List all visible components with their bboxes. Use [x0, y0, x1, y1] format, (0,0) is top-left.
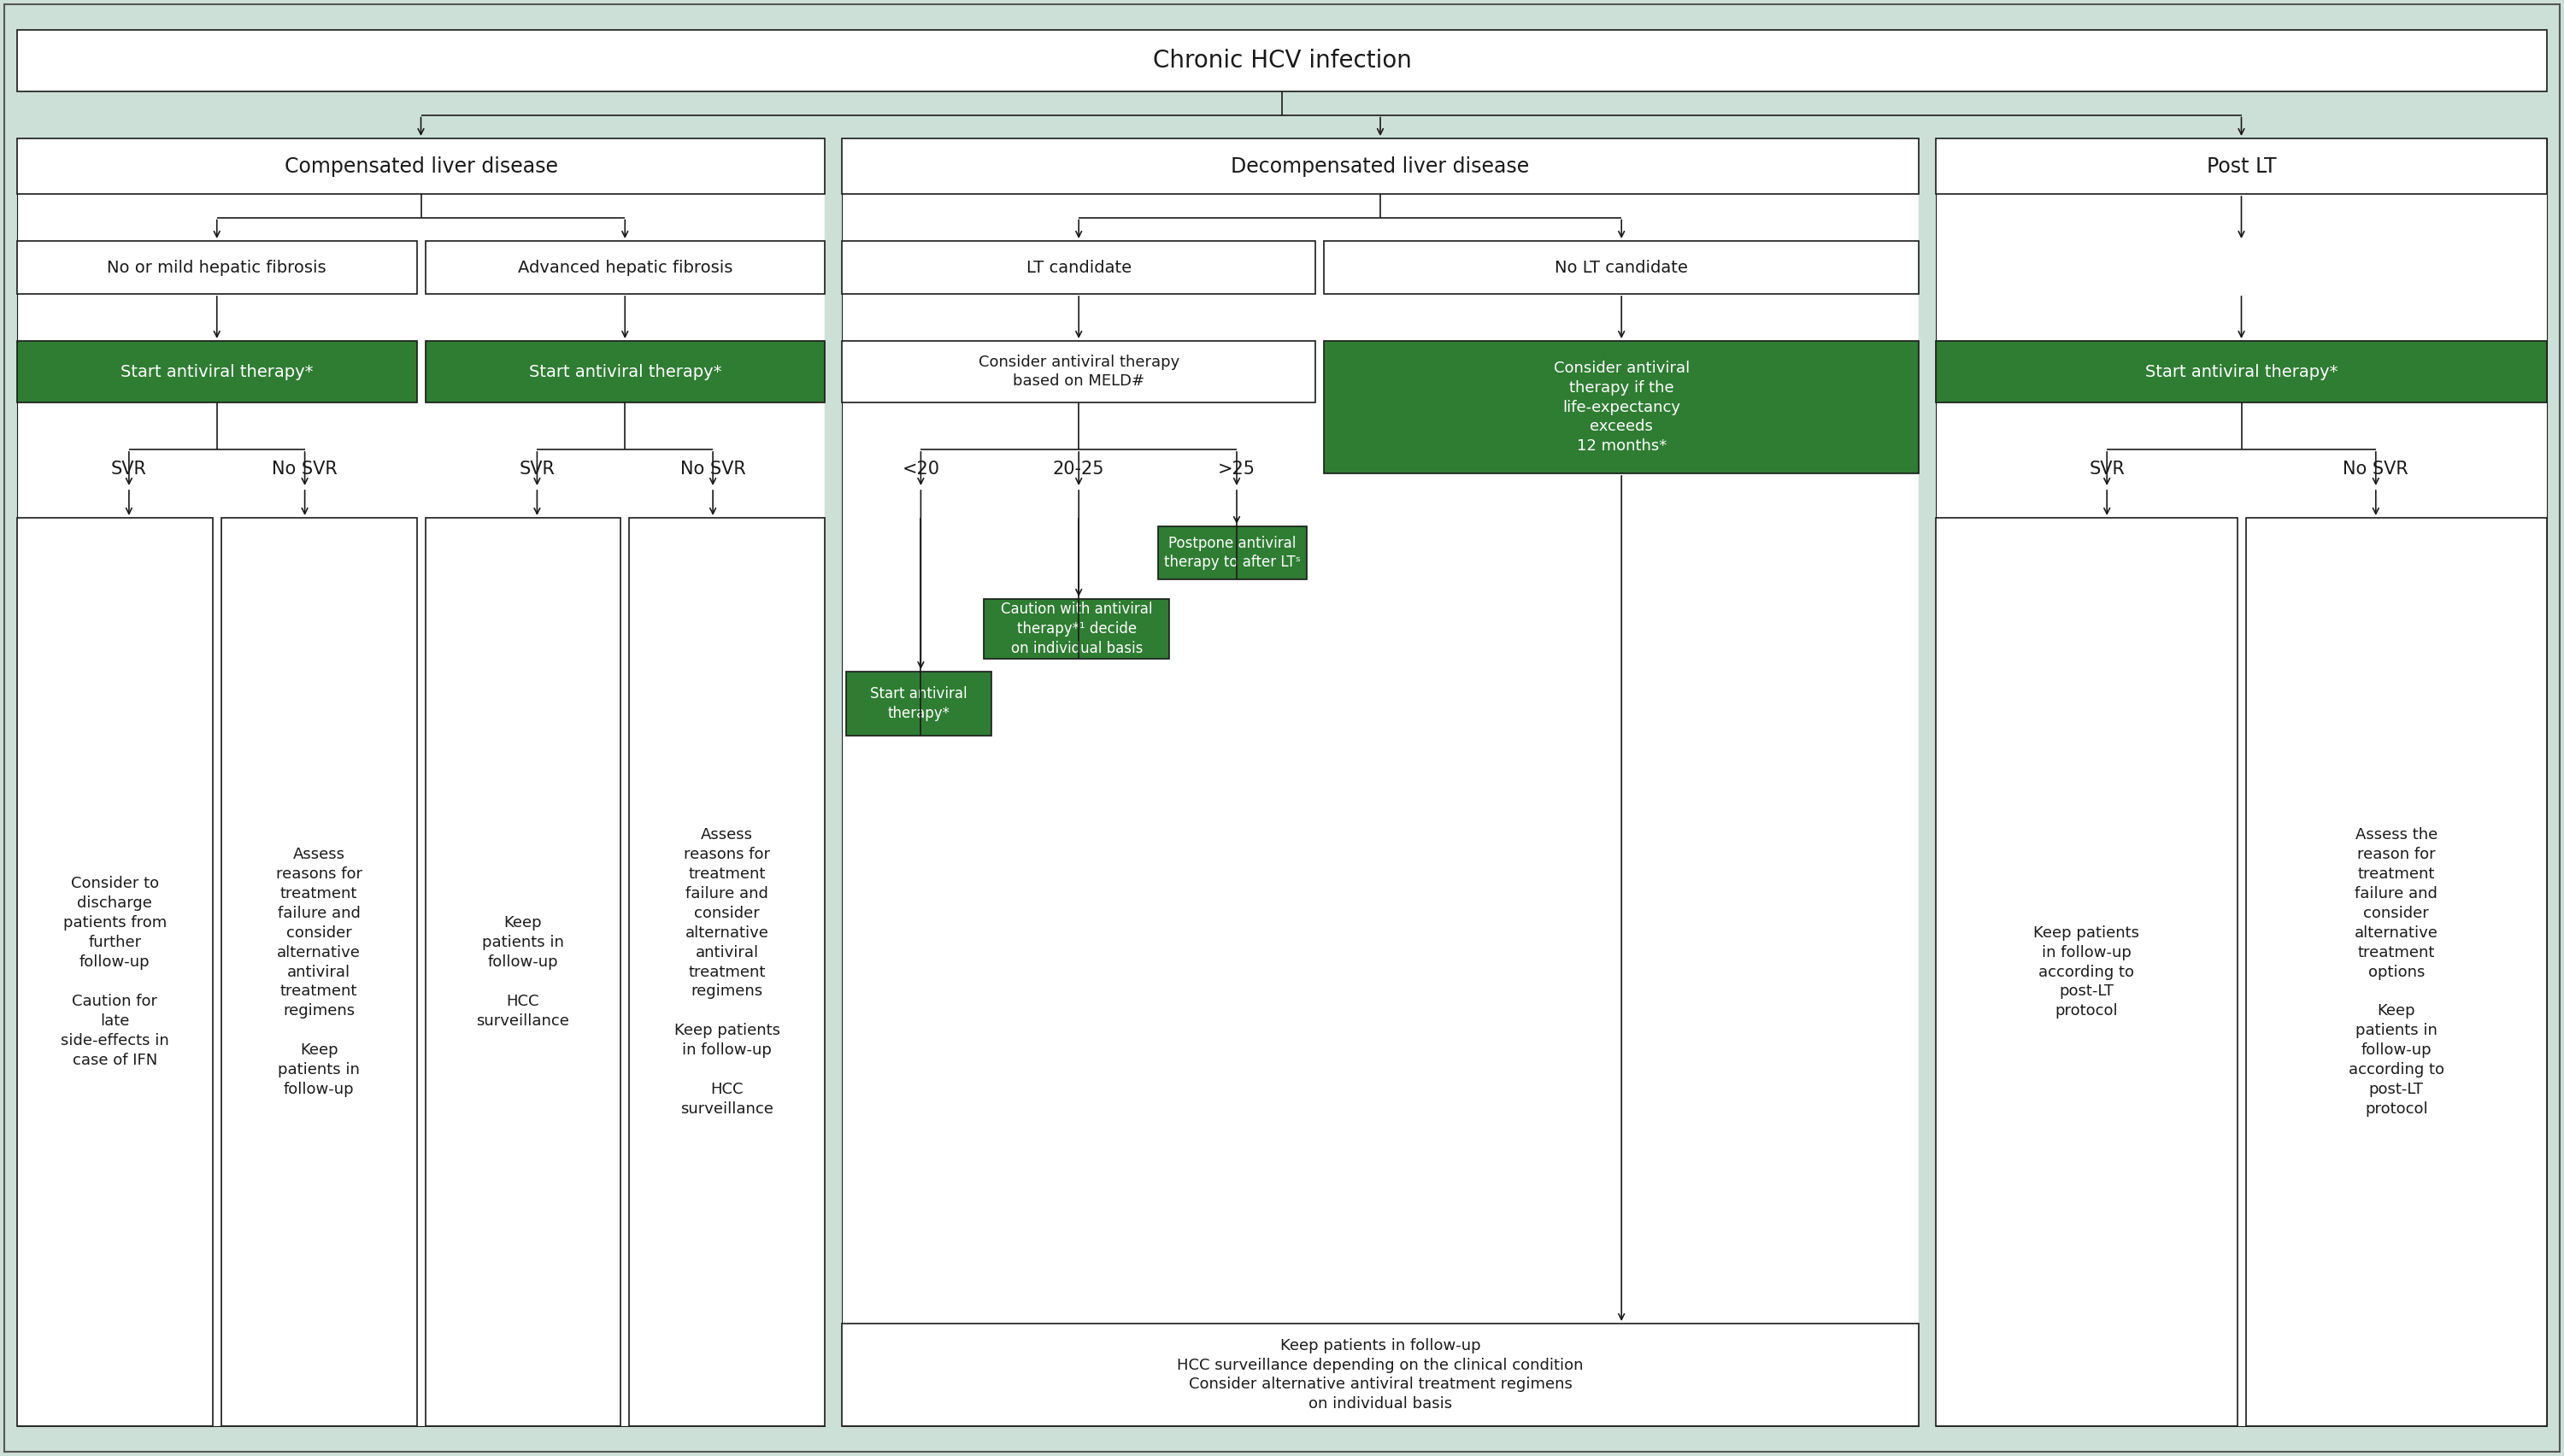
FancyBboxPatch shape	[2246, 518, 2546, 1425]
FancyBboxPatch shape	[1936, 138, 2546, 1425]
Text: Keep patients in follow-up
HCC surveillance depending on the clinical condition
: Keep patients in follow-up HCC surveilla…	[1177, 1338, 1585, 1412]
Text: Consider to
discharge
patients from
further
follow-up

Caution for
late
side-eff: Consider to discharge patients from furt…	[62, 877, 169, 1067]
FancyBboxPatch shape	[841, 138, 1918, 194]
Text: No SVR: No SVR	[272, 460, 338, 478]
Text: Start antiviral therapy*: Start antiviral therapy*	[121, 364, 313, 380]
Text: No LT candidate: No LT candidate	[1554, 259, 1687, 275]
FancyBboxPatch shape	[1918, 31, 1936, 1425]
Text: >25: >25	[1218, 460, 1256, 478]
Text: 20-25: 20-25	[1054, 460, 1105, 478]
Text: No SVR: No SVR	[679, 460, 746, 478]
FancyBboxPatch shape	[1936, 138, 2546, 194]
Text: Post LT: Post LT	[2208, 156, 2277, 176]
FancyBboxPatch shape	[846, 671, 992, 735]
FancyBboxPatch shape	[18, 341, 418, 402]
FancyBboxPatch shape	[841, 341, 1315, 402]
Text: Caution with antiviral
therapy*¹ decide
on individual basis: Caution with antiviral therapy*¹ decide …	[1000, 601, 1151, 657]
Text: Consider antiviral
therapy if the
life-expectancy
exceeds
12 months*: Consider antiviral therapy if the life-e…	[1554, 360, 1690, 454]
FancyBboxPatch shape	[221, 518, 418, 1425]
FancyBboxPatch shape	[18, 31, 2546, 92]
FancyBboxPatch shape	[826, 31, 841, 1425]
FancyBboxPatch shape	[18, 518, 213, 1425]
Text: Assess the
reason for
treatment
failure and
consider
alternative
treatment
optio: Assess the reason for treatment failure …	[2349, 827, 2443, 1117]
Text: Assess
reasons for
treatment
failure and
consider
alternative
antiviral
treatmen: Assess reasons for treatment failure and…	[277, 847, 362, 1096]
Text: Chronic HCV infection: Chronic HCV infection	[1154, 48, 1410, 73]
Text: Start antiviral therapy*: Start antiviral therapy*	[528, 364, 720, 380]
FancyBboxPatch shape	[426, 518, 620, 1425]
FancyBboxPatch shape	[841, 1324, 1918, 1425]
Text: Start antiviral
therapy*: Start antiviral therapy*	[869, 686, 967, 721]
FancyBboxPatch shape	[426, 240, 826, 294]
FancyBboxPatch shape	[841, 240, 1315, 294]
Text: Compensated liver disease: Compensated liver disease	[285, 156, 559, 176]
Text: Decompensated liver disease: Decompensated liver disease	[1231, 156, 1531, 176]
Text: Keep patients
in follow-up
according to
post-LT
protocol: Keep patients in follow-up according to …	[2033, 925, 2138, 1019]
Text: <20: <20	[903, 460, 938, 478]
FancyBboxPatch shape	[1323, 341, 1918, 473]
FancyBboxPatch shape	[1323, 240, 1918, 294]
FancyBboxPatch shape	[426, 341, 826, 402]
FancyBboxPatch shape	[1936, 518, 2236, 1425]
Text: No or mild hepatic fibrosis: No or mild hepatic fibrosis	[108, 259, 326, 275]
FancyBboxPatch shape	[18, 240, 418, 294]
FancyBboxPatch shape	[18, 138, 826, 1425]
Text: Postpone antiviral
therapy to after LTˢ: Postpone antiviral therapy to after LTˢ	[1164, 536, 1300, 571]
FancyBboxPatch shape	[1936, 341, 2546, 402]
FancyBboxPatch shape	[18, 138, 826, 194]
Text: Consider antiviral therapy
based on MELD#: Consider antiviral therapy based on MELD…	[979, 354, 1179, 389]
Text: LT candidate: LT candidate	[1026, 259, 1131, 275]
Text: SVR: SVR	[2090, 460, 2126, 478]
Text: Keep
patients in
follow-up

HCC
surveillance: Keep patients in follow-up HCC surveilla…	[477, 916, 569, 1028]
Text: Advanced hepatic fibrosis: Advanced hepatic fibrosis	[518, 259, 733, 275]
FancyBboxPatch shape	[1159, 527, 1308, 579]
FancyBboxPatch shape	[628, 518, 826, 1425]
Text: Start antiviral therapy*: Start antiviral therapy*	[2146, 364, 2338, 380]
Text: SVR: SVR	[518, 460, 554, 478]
Text: Assess
reasons for
treatment
failure and
consider
alternative
antiviral
treatmen: Assess reasons for treatment failure and…	[674, 827, 779, 1117]
FancyBboxPatch shape	[985, 598, 1169, 658]
Text: No SVR: No SVR	[2343, 460, 2408, 478]
Text: SVR: SVR	[110, 460, 146, 478]
FancyBboxPatch shape	[841, 138, 1918, 1425]
